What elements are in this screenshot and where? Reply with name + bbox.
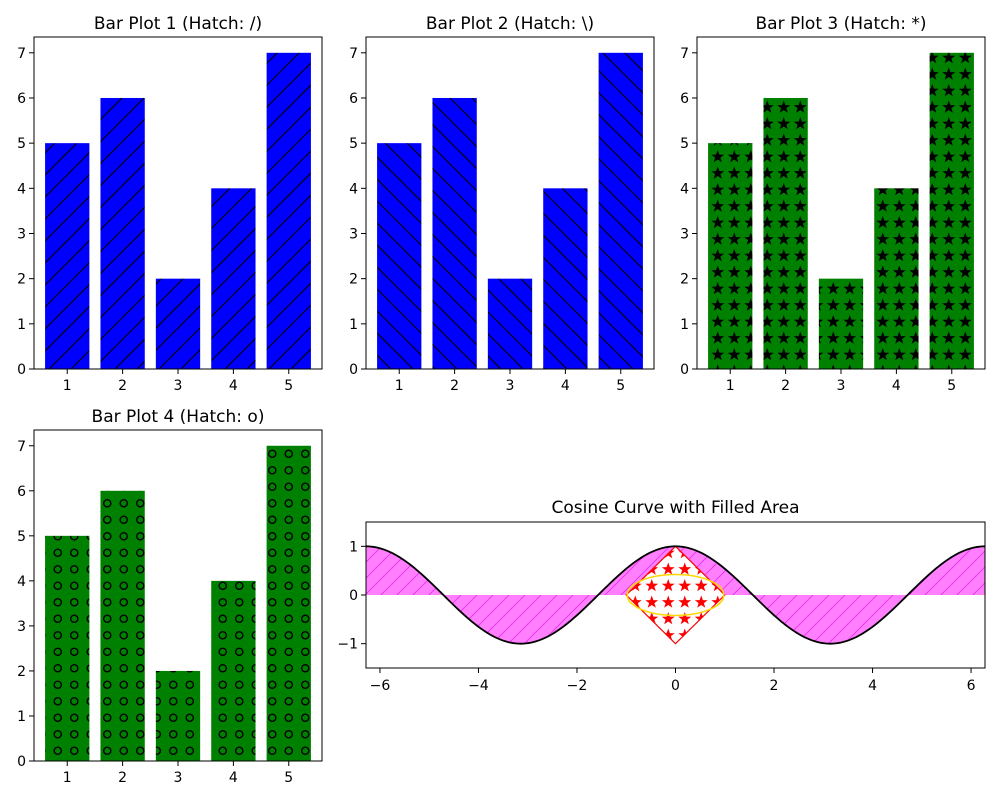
x-tick-label: 4 bbox=[229, 770, 238, 786]
chart-title: Bar Plot 1 (Hatch: /) bbox=[94, 14, 262, 34]
x-tick-label: 2 bbox=[450, 378, 459, 394]
bar-3 bbox=[155, 278, 201, 369]
bar-5 bbox=[266, 445, 311, 761]
chart-title: Cosine Curve with Filled Area bbox=[551, 498, 799, 518]
x-tick-label: 4 bbox=[229, 378, 238, 394]
x-tick-label: −6 bbox=[370, 678, 391, 694]
y-tick-label: 7 bbox=[17, 439, 26, 455]
x-tick-label: 1 bbox=[63, 770, 72, 786]
chart-5: −6 −4 −2 0 2 4 6 −1 0 1 Cosine Curve with Filled A… bbox=[337, 498, 986, 694]
bar-4 bbox=[543, 188, 588, 369]
bar-5 bbox=[598, 52, 643, 370]
x-tick-label: 2 bbox=[118, 378, 127, 394]
y-tick-label: 1 bbox=[349, 539, 358, 555]
y-tick-label: 1 bbox=[680, 317, 689, 333]
y-tick-label: 7 bbox=[680, 46, 689, 62]
x-tick-label: −2 bbox=[567, 678, 588, 694]
bar-5 bbox=[929, 52, 974, 370]
y-tick-label: 1 bbox=[17, 317, 26, 333]
x-tick-label: 1 bbox=[726, 378, 735, 394]
diamond-patch bbox=[625, 545, 726, 645]
y-tick-label: 0 bbox=[17, 362, 26, 378]
y-tick-label: 5 bbox=[17, 136, 26, 152]
y-tick-label: 2 bbox=[17, 272, 26, 288]
bar-3 bbox=[155, 670, 201, 761]
bar-4 bbox=[211, 580, 256, 761]
x-tick-label: 4 bbox=[868, 678, 877, 694]
cosine-line bbox=[365, 545, 986, 645]
y-tick-label: 6 bbox=[349, 91, 358, 107]
x-tick-label: 5 bbox=[284, 770, 293, 786]
bar-1 bbox=[45, 535, 90, 761]
chart-2: 1 2 3 4 5 0 1 2 3 4 5 6 7 Bar Plot 2 (Hatch: \) bbox=[349, 14, 655, 394]
chart-title: Bar Plot 3 (Hatch: *) bbox=[755, 14, 926, 34]
y-tick-label: 3 bbox=[17, 619, 26, 635]
y-tick-label: 4 bbox=[17, 574, 26, 590]
x-tick-label: 1 bbox=[395, 378, 404, 394]
y-tick-label: 4 bbox=[349, 181, 358, 197]
bar-3 bbox=[487, 278, 533, 369]
bar-1 bbox=[377, 143, 422, 369]
chart-3: 1 2 3 4 5 0 1 2 3 4 5 6 7 Bar Plot 3 (Hatch: *) bbox=[680, 14, 986, 394]
x-tick-label: 5 bbox=[284, 378, 293, 394]
x-tick-label: 2 bbox=[118, 770, 127, 786]
y-tick-label: 7 bbox=[349, 46, 358, 62]
y-tick-label: 6 bbox=[17, 484, 26, 500]
x-tick-label: 3 bbox=[174, 378, 183, 394]
bar-2 bbox=[432, 97, 477, 370]
x-tick-label: 5 bbox=[616, 378, 625, 394]
bar-2 bbox=[763, 97, 808, 370]
chart-title: Bar Plot 4 (Hatch: o) bbox=[92, 407, 265, 427]
y-tick-label: 2 bbox=[680, 272, 689, 288]
x-tick-label: 3 bbox=[506, 378, 515, 394]
bar-4 bbox=[211, 188, 256, 369]
bar-3 bbox=[818, 278, 864, 369]
y-tick-label: 2 bbox=[17, 664, 26, 680]
chart-title: Bar Plot 2 (Hatch: \) bbox=[426, 14, 594, 34]
bar-4 bbox=[874, 188, 919, 369]
y-tick-label: 5 bbox=[349, 136, 358, 152]
chart-1: 1 2 3 4 5 0 1 2 3 4 5 6 7 Bar Plot 1 (Hatch: /) bbox=[17, 14, 323, 394]
y-tick-label: 1 bbox=[17, 709, 26, 725]
x-tick-label: 0 bbox=[671, 678, 680, 694]
y-tick-label: −1 bbox=[337, 637, 358, 653]
y-tick-label: 3 bbox=[680, 226, 689, 242]
x-tick-label: 3 bbox=[174, 770, 183, 786]
y-tick-label: 1 bbox=[349, 317, 358, 333]
x-tick-label: 4 bbox=[561, 378, 570, 394]
bar-1 bbox=[708, 143, 753, 369]
y-tick-label: 6 bbox=[17, 91, 26, 107]
bar-1 bbox=[45, 143, 90, 369]
y-tick-label: 3 bbox=[17, 226, 26, 242]
y-tick-label: 4 bbox=[17, 181, 26, 197]
y-tick-label: 6 bbox=[680, 91, 689, 107]
y-tick-label: 2 bbox=[349, 272, 358, 288]
circle-outline bbox=[626, 573, 725, 617]
x-tick-label: 1 bbox=[63, 378, 72, 394]
y-tick-label: 5 bbox=[680, 136, 689, 152]
y-tick-label: 0 bbox=[349, 362, 358, 378]
y-tick-label: 7 bbox=[17, 46, 26, 62]
x-tick-label: 2 bbox=[781, 378, 790, 394]
x-tick-label: 4 bbox=[892, 378, 901, 394]
x-tick-label: 3 bbox=[837, 378, 846, 394]
bar-2 bbox=[100, 490, 145, 761]
y-tick-label: 0 bbox=[680, 362, 689, 378]
y-tick-label: 3 bbox=[349, 226, 358, 242]
chart-4: 1 2 3 4 5 0 1 2 3 4 5 6 7 Bar Plot 4 (Hatch: o) bbox=[17, 407, 323, 786]
y-tick-label: 4 bbox=[680, 181, 689, 197]
x-tick-label: 5 bbox=[947, 378, 956, 394]
bar-2 bbox=[100, 97, 145, 370]
x-tick-label: 6 bbox=[967, 678, 976, 694]
y-tick-label: 5 bbox=[17, 529, 26, 545]
bar-5 bbox=[266, 52, 311, 370]
y-tick-label: 0 bbox=[17, 754, 26, 770]
x-tick-label: 2 bbox=[770, 678, 779, 694]
y-tick-label: 0 bbox=[349, 588, 358, 604]
x-tick-label: −4 bbox=[468, 678, 489, 694]
